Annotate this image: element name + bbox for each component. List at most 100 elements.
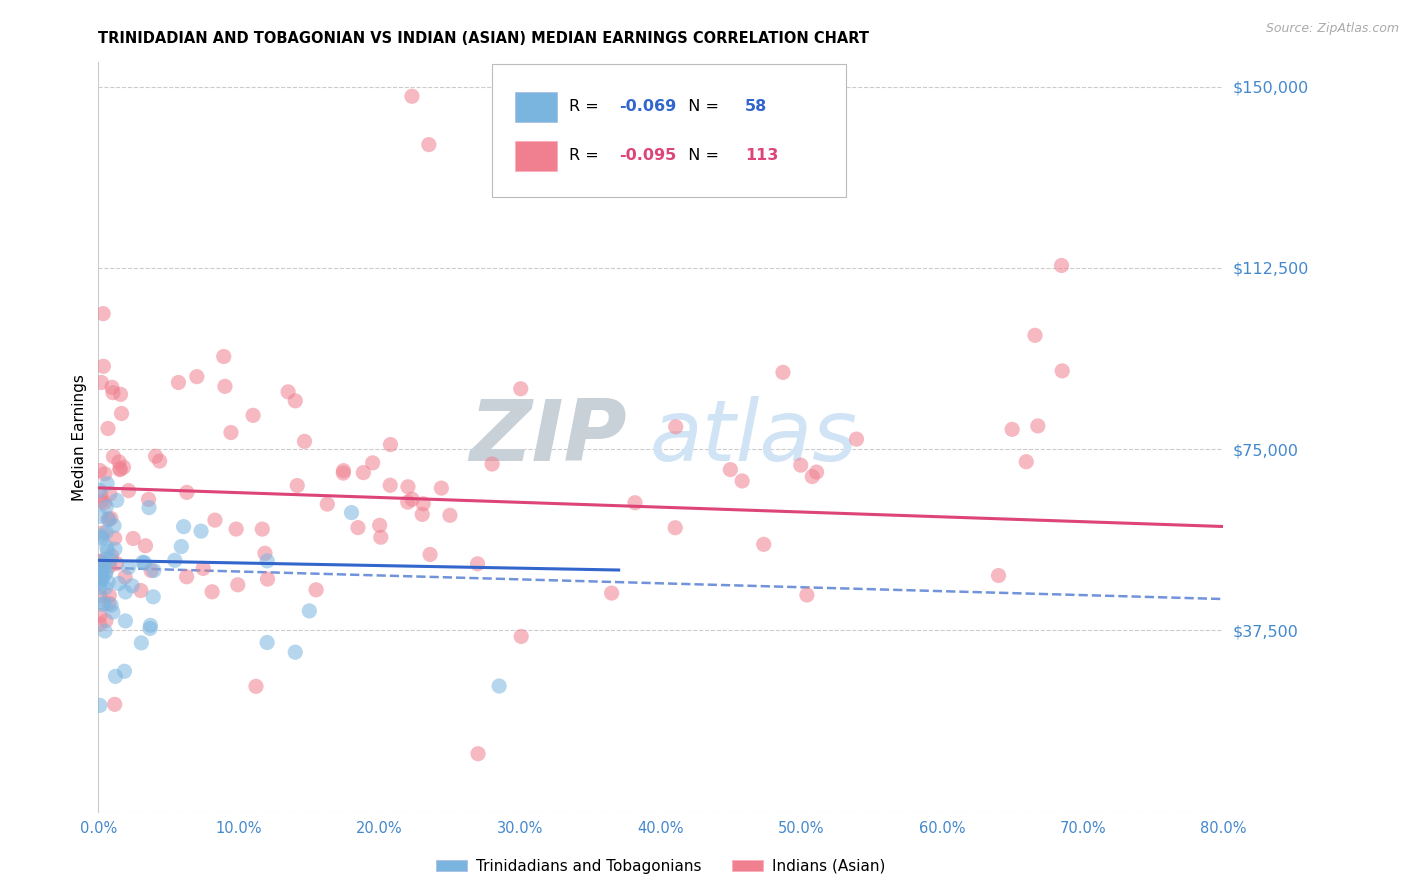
Point — [89, 483, 111, 498]
Point — [352, 466, 374, 480]
Point — [91, 598, 114, 612]
Point — [139, 618, 162, 632]
Point — [316, 497, 339, 511]
Point — [190, 524, 212, 538]
Point — [98, 559, 121, 574]
Point — [401, 492, 423, 507]
Point — [91, 531, 114, 545]
Point — [1015, 455, 1038, 469]
Point — [94, 581, 117, 595]
Point — [167, 376, 190, 390]
Point — [104, 669, 127, 683]
Point — [96, 544, 118, 558]
Point — [100, 599, 122, 613]
Point — [368, 518, 391, 533]
Point — [204, 513, 226, 527]
Point — [110, 407, 132, 421]
Point — [104, 698, 127, 712]
Point — [226, 578, 249, 592]
Point — [294, 434, 316, 449]
Point — [93, 560, 115, 574]
Point — [97, 596, 120, 610]
Point — [94, 467, 117, 481]
Point — [89, 554, 111, 568]
Text: R =: R = — [568, 99, 603, 114]
Point — [509, 382, 531, 396]
Point — [467, 747, 489, 761]
Point — [139, 564, 162, 578]
Text: R =: R = — [568, 148, 603, 163]
Point — [114, 570, 136, 584]
Point — [305, 582, 328, 597]
Point — [806, 465, 828, 479]
Point — [94, 566, 117, 580]
Point — [718, 462, 741, 476]
Text: 58: 58 — [745, 99, 768, 114]
Point — [89, 463, 111, 477]
Point — [89, 554, 111, 568]
Point — [96, 525, 118, 540]
Point — [845, 432, 868, 446]
Point — [134, 539, 156, 553]
FancyBboxPatch shape — [515, 93, 557, 122]
Point — [193, 561, 215, 575]
Point — [89, 570, 111, 584]
Point — [284, 393, 307, 408]
Point — [93, 359, 115, 374]
Point — [96, 476, 118, 491]
Point — [796, 588, 818, 602]
Point — [225, 522, 247, 536]
Point — [801, 469, 824, 483]
Point — [112, 460, 135, 475]
Point — [752, 537, 775, 551]
Point — [411, 508, 433, 522]
Point — [97, 421, 120, 435]
Point — [121, 579, 143, 593]
Point — [1024, 328, 1046, 343]
Point — [298, 604, 321, 618]
Text: -0.069: -0.069 — [619, 99, 676, 114]
Point — [1050, 364, 1073, 378]
Point — [101, 605, 124, 619]
Point — [91, 307, 114, 321]
Point — [91, 525, 114, 540]
Point — [380, 437, 402, 451]
Point — [481, 457, 503, 471]
Point — [242, 409, 264, 423]
Text: Source: ZipAtlas.com: Source: ZipAtlas.com — [1265, 22, 1399, 36]
Point — [380, 478, 402, 492]
Point — [256, 572, 278, 586]
Point — [142, 590, 165, 604]
Point — [186, 369, 208, 384]
Point — [430, 481, 453, 495]
Point — [96, 540, 118, 554]
Point — [401, 89, 423, 103]
Point — [284, 645, 307, 659]
Text: N =: N = — [678, 148, 724, 163]
Point — [256, 635, 278, 649]
Point — [510, 630, 533, 644]
Point — [439, 508, 461, 523]
Point — [103, 450, 125, 464]
Point — [114, 665, 136, 679]
Point — [665, 419, 688, 434]
Point — [98, 589, 121, 603]
Point — [94, 552, 117, 566]
Point — [117, 483, 139, 498]
Point — [170, 540, 193, 554]
Point — [89, 581, 111, 595]
Point — [1001, 422, 1024, 436]
Point — [105, 557, 128, 571]
Legend: Trinidadians and Tobagonians, Indians (Asian): Trinidadians and Tobagonians, Indians (A… — [430, 853, 891, 880]
Point — [89, 589, 111, 603]
Point — [347, 520, 370, 534]
Point — [90, 566, 112, 580]
Point — [101, 380, 124, 394]
Point — [252, 522, 274, 536]
Point — [90, 494, 112, 508]
Point — [142, 564, 165, 578]
Point — [340, 506, 363, 520]
Point — [412, 497, 434, 511]
Point — [105, 493, 128, 508]
Point — [1026, 419, 1049, 434]
